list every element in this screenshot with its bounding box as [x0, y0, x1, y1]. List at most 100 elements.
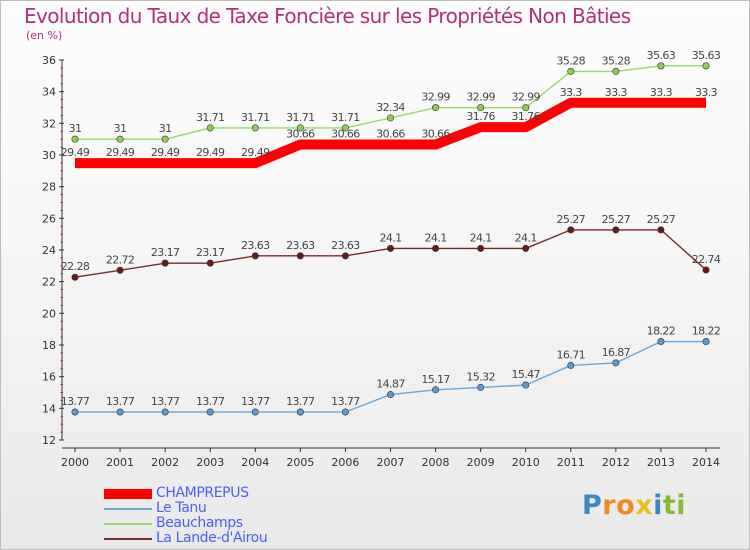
y-tick-label: 24 — [42, 244, 56, 257]
data-label: 16.87 — [602, 346, 631, 359]
data-label: 18.22 — [647, 325, 676, 338]
data-label: 31 — [159, 122, 172, 135]
data-label: 13.77 — [286, 395, 315, 408]
data-point — [251, 252, 259, 260]
data-label: 31 — [114, 122, 127, 135]
data-label: 23.63 — [241, 239, 270, 252]
data-point — [657, 226, 665, 234]
y-tick-label: 32 — [42, 117, 56, 130]
data-label: 16.71 — [557, 348, 586, 361]
x-tick-label: 2007 — [377, 456, 405, 469]
x-tick-label: 2009 — [467, 456, 495, 469]
x-tick-label: 2010 — [512, 456, 540, 469]
data-label: 13.77 — [241, 395, 270, 408]
data-point — [522, 104, 530, 112]
data-point — [567, 226, 575, 234]
data-label: 23.63 — [286, 239, 315, 252]
data-point — [251, 408, 259, 416]
data-label: 23.17 — [196, 246, 225, 259]
data-label: 32.99 — [511, 91, 540, 104]
data-label: 31.76 — [466, 110, 495, 123]
data-point — [657, 338, 665, 346]
data-label: 15.32 — [466, 370, 495, 383]
logo-letter: P — [582, 490, 603, 521]
y-tick-label: 26 — [42, 212, 56, 225]
data-label: 30.66 — [331, 128, 360, 141]
data-label: 30.66 — [376, 128, 405, 141]
logo-letter: o — [616, 490, 636, 521]
data-point — [341, 252, 349, 260]
data-label: 13.77 — [106, 395, 135, 408]
logo-letter: x — [635, 490, 654, 521]
data-label: 22.28 — [61, 260, 90, 273]
data-label: 24.1 — [515, 231, 537, 244]
y-tick-label: 12 — [42, 434, 56, 447]
x-tick-label: 2003 — [196, 456, 224, 469]
x-tick-label: 2014 — [692, 456, 720, 469]
data-point — [161, 259, 169, 267]
data-point — [206, 124, 214, 132]
data-label: 29.49 — [241, 146, 270, 159]
data-label: 31.71 — [196, 111, 225, 124]
data-label: 31.71 — [286, 111, 315, 124]
data-label: 13.77 — [196, 395, 225, 408]
data-label: 24.1 — [425, 231, 447, 244]
chart-subtitle: (en %) — [26, 29, 63, 42]
x-tick-label: 2011 — [557, 456, 585, 469]
data-label: 25.27 — [602, 213, 631, 226]
data-point — [206, 259, 214, 267]
data-point — [251, 124, 259, 132]
data-point — [702, 62, 710, 70]
data-point — [116, 135, 124, 143]
legend-swatch — [104, 538, 152, 540]
data-label: 15.47 — [511, 368, 540, 381]
y-tick-label: 16 — [42, 371, 56, 384]
data-point — [161, 135, 169, 143]
data-point — [116, 408, 124, 416]
data-point — [432, 244, 440, 252]
data-label: 29.49 — [61, 146, 90, 159]
data-point — [206, 408, 214, 416]
data-point — [71, 273, 79, 281]
data-point — [612, 226, 620, 234]
data-label: 23.17 — [151, 246, 180, 259]
logo-letter: i — [653, 490, 663, 521]
x-tick-label: 2008 — [422, 456, 450, 469]
data-label: 24.1 — [470, 231, 492, 244]
data-point — [296, 408, 304, 416]
data-label: 15.17 — [421, 373, 450, 386]
data-point — [386, 391, 394, 399]
x-tick-label: 2013 — [647, 456, 675, 469]
x-tick-label: 2006 — [331, 456, 359, 469]
data-label: 13.77 — [331, 395, 360, 408]
data-point — [702, 338, 710, 346]
legend-swatch — [104, 489, 152, 499]
x-tick-label: 2004 — [241, 456, 269, 469]
data-point — [432, 104, 440, 112]
legend-label: La Lande-d'Airou — [156, 530, 268, 546]
legend-label: Le Tanu — [156, 500, 207, 516]
data-point — [71, 135, 79, 143]
data-point — [296, 252, 304, 260]
y-tick-label: 22 — [42, 276, 56, 289]
data-label: 13.77 — [151, 395, 180, 408]
data-point — [522, 381, 530, 389]
data-point — [71, 408, 79, 416]
data-label: 33.3 — [650, 86, 673, 99]
y-tick-label: 30 — [42, 149, 56, 162]
data-label: 25.27 — [647, 213, 676, 226]
legend-swatch — [104, 523, 152, 525]
logo-letter: r — [602, 490, 617, 521]
logo-letter: t — [662, 490, 677, 521]
data-point — [161, 408, 169, 416]
data-label: 31 — [69, 122, 82, 135]
data-label: 29.49 — [151, 146, 180, 159]
y-tick-label: 34 — [42, 86, 56, 99]
y-tick-label: 20 — [42, 307, 56, 320]
data-label: 33.3 — [560, 86, 583, 99]
legend-label: Beauchamps — [156, 515, 243, 531]
data-point — [702, 266, 710, 274]
data-label: 35.63 — [647, 49, 676, 62]
data-point — [386, 114, 394, 122]
data-point — [386, 244, 394, 252]
